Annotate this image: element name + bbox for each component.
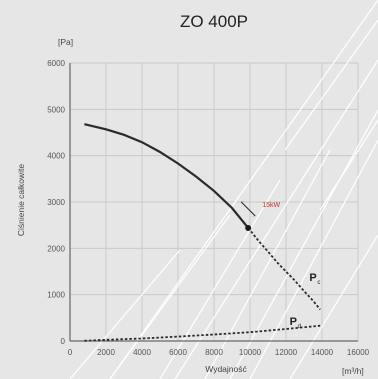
series-label-subscript: d xyxy=(298,324,301,330)
x-tick-label: 16000 xyxy=(347,348,370,357)
series-label-pc: P xyxy=(309,272,316,284)
x-tick-label: 14000 xyxy=(311,348,334,357)
series-label-subscript: c xyxy=(317,280,320,286)
x-axis-label: Wydajność xyxy=(205,364,247,374)
y-tick-label: 0 xyxy=(61,337,66,346)
x-tick-label: 10000 xyxy=(239,348,262,357)
decorative-line xyxy=(284,19,378,151)
decorative-line xyxy=(229,109,378,379)
decorative-line xyxy=(289,234,378,379)
decorative-line xyxy=(174,59,378,379)
decorative-line xyxy=(319,119,378,211)
series-line-pc xyxy=(84,123,250,229)
y-tick-label: 3000 xyxy=(47,198,65,207)
x-tick-label: 2000 xyxy=(97,348,115,357)
power-arrow-line xyxy=(240,201,256,217)
power-rating-label: 15kW xyxy=(262,202,280,209)
series-label-pd: P xyxy=(290,316,297,328)
decorative-line xyxy=(249,139,378,379)
y-tick-label: 2000 xyxy=(47,244,65,253)
decorative-line xyxy=(69,249,181,379)
y-tick-label: 5000 xyxy=(47,105,65,114)
chart-title: ZO 400P xyxy=(180,12,248,31)
y-axis-unit: [Pa] xyxy=(58,37,73,47)
y-axis-label: Ciśnienie całkowite xyxy=(16,164,26,237)
y-tick-label: 1000 xyxy=(47,291,65,300)
x-tick-label: 4000 xyxy=(133,348,151,357)
grid-lines xyxy=(69,62,359,342)
decorative-diagonal-lines xyxy=(69,0,378,379)
x-axis-unit: [m³/h] xyxy=(342,366,364,376)
tick-labels: 0 2000 4000 6000 8000 10000 12000 14000 16000 0 10… xyxy=(47,59,369,357)
x-tick-label: 6000 xyxy=(169,348,187,357)
decorative-line xyxy=(109,0,378,379)
operating-point-marker xyxy=(245,224,252,231)
y-tick-label: 6000 xyxy=(47,59,65,68)
x-tick-label: 0 xyxy=(68,348,73,357)
decorative-line xyxy=(159,179,281,379)
series-line-pd xyxy=(84,324,321,342)
y-tick-label: 4000 xyxy=(47,152,65,161)
series-curves xyxy=(84,123,321,342)
axes xyxy=(69,63,358,342)
x-tick-label: 12000 xyxy=(275,348,298,357)
x-tick-label: 8000 xyxy=(205,348,223,357)
